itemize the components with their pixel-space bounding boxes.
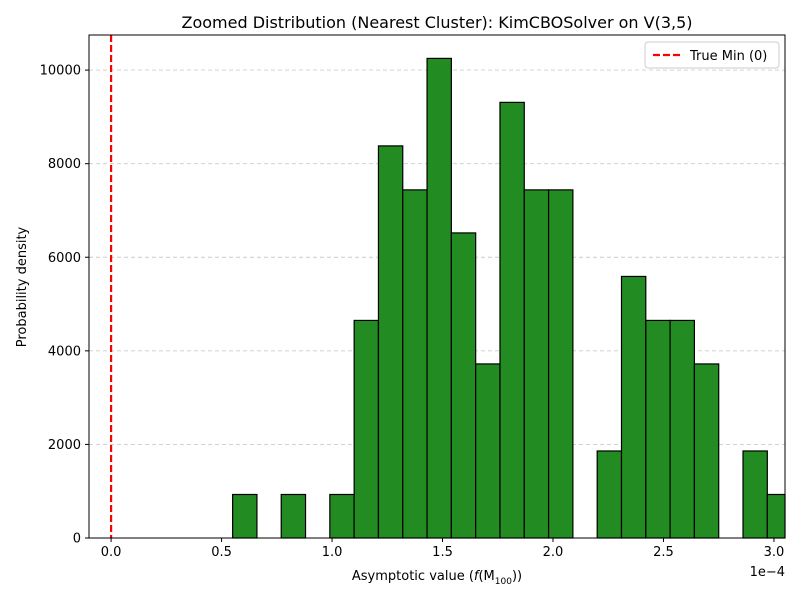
y-tick-label: 10000 bbox=[40, 64, 81, 79]
x-tick-label: 3.0 bbox=[764, 545, 785, 560]
x-axis-offset-label: 1e−4 bbox=[750, 565, 785, 580]
y-tick-label: 2000 bbox=[48, 438, 81, 453]
histogram-bar bbox=[742, 450, 768, 539]
histogram-bar bbox=[450, 232, 477, 539]
histogram-bar bbox=[620, 275, 647, 539]
x-axis-label-f: f bbox=[474, 569, 481, 584]
histogram-bars bbox=[232, 57, 786, 539]
histogram-bar bbox=[280, 493, 307, 539]
y-tick-label: 0 bbox=[73, 532, 81, 547]
histogram-bar bbox=[232, 493, 258, 539]
histogram-bar bbox=[475, 363, 501, 539]
x-axis-label: Asymptotic value (f(M100)) bbox=[352, 569, 522, 587]
histogram-bar bbox=[766, 493, 786, 539]
y-tick-label: 4000 bbox=[48, 344, 81, 359]
x-axis-label-end: )) bbox=[512, 569, 522, 584]
x-tick-label: 1.5 bbox=[432, 545, 453, 560]
x-tick-label: 2.5 bbox=[653, 545, 674, 560]
legend-box bbox=[644, 41, 780, 69]
x-axis-label-subscript: 100 bbox=[495, 577, 512, 587]
x-tick-label: 1.0 bbox=[322, 545, 343, 560]
histogram-bar bbox=[329, 493, 355, 539]
legend-entry-true-min: True Min (0) bbox=[689, 49, 767, 64]
histogram-bar bbox=[353, 319, 380, 539]
histogram-bar bbox=[669, 319, 696, 539]
y-axis-label: Probability density bbox=[15, 226, 30, 347]
histogram-bar bbox=[693, 363, 720, 539]
x-tick-label: 2.0 bbox=[543, 545, 564, 560]
x-axis-label-m: (M bbox=[478, 569, 494, 584]
y-axis-ticks: 0 2000 4000 6000 8000 10000 bbox=[40, 64, 89, 547]
histogram-bar bbox=[596, 450, 623, 539]
x-tick-label: 0.0 bbox=[101, 545, 122, 560]
axes-frame bbox=[88, 34, 786, 539]
x-axis-ticks: 0.0 0.5 1.0 1.5 2.0 2.5 3.0 bbox=[101, 538, 785, 560]
histogram-bar bbox=[547, 189, 574, 539]
histogram-bar bbox=[402, 189, 428, 539]
y-tick-label: 8000 bbox=[48, 157, 81, 172]
legend: True Min (0) bbox=[644, 41, 780, 69]
x-axis-label-main: Asymptotic value ( bbox=[352, 569, 474, 584]
histogram-bar bbox=[645, 319, 671, 539]
histogram-bar bbox=[523, 189, 550, 539]
x-tick-label: 0.5 bbox=[211, 545, 232, 560]
histogram-bar bbox=[499, 101, 525, 539]
chart-title: Zoomed Distribution (Nearest Cluster): K… bbox=[181, 13, 692, 32]
histogram-bar bbox=[377, 145, 404, 539]
y-gridlines bbox=[89, 69, 785, 445]
histogram-bar bbox=[426, 57, 452, 539]
y-tick-label: 6000 bbox=[48, 251, 81, 266]
